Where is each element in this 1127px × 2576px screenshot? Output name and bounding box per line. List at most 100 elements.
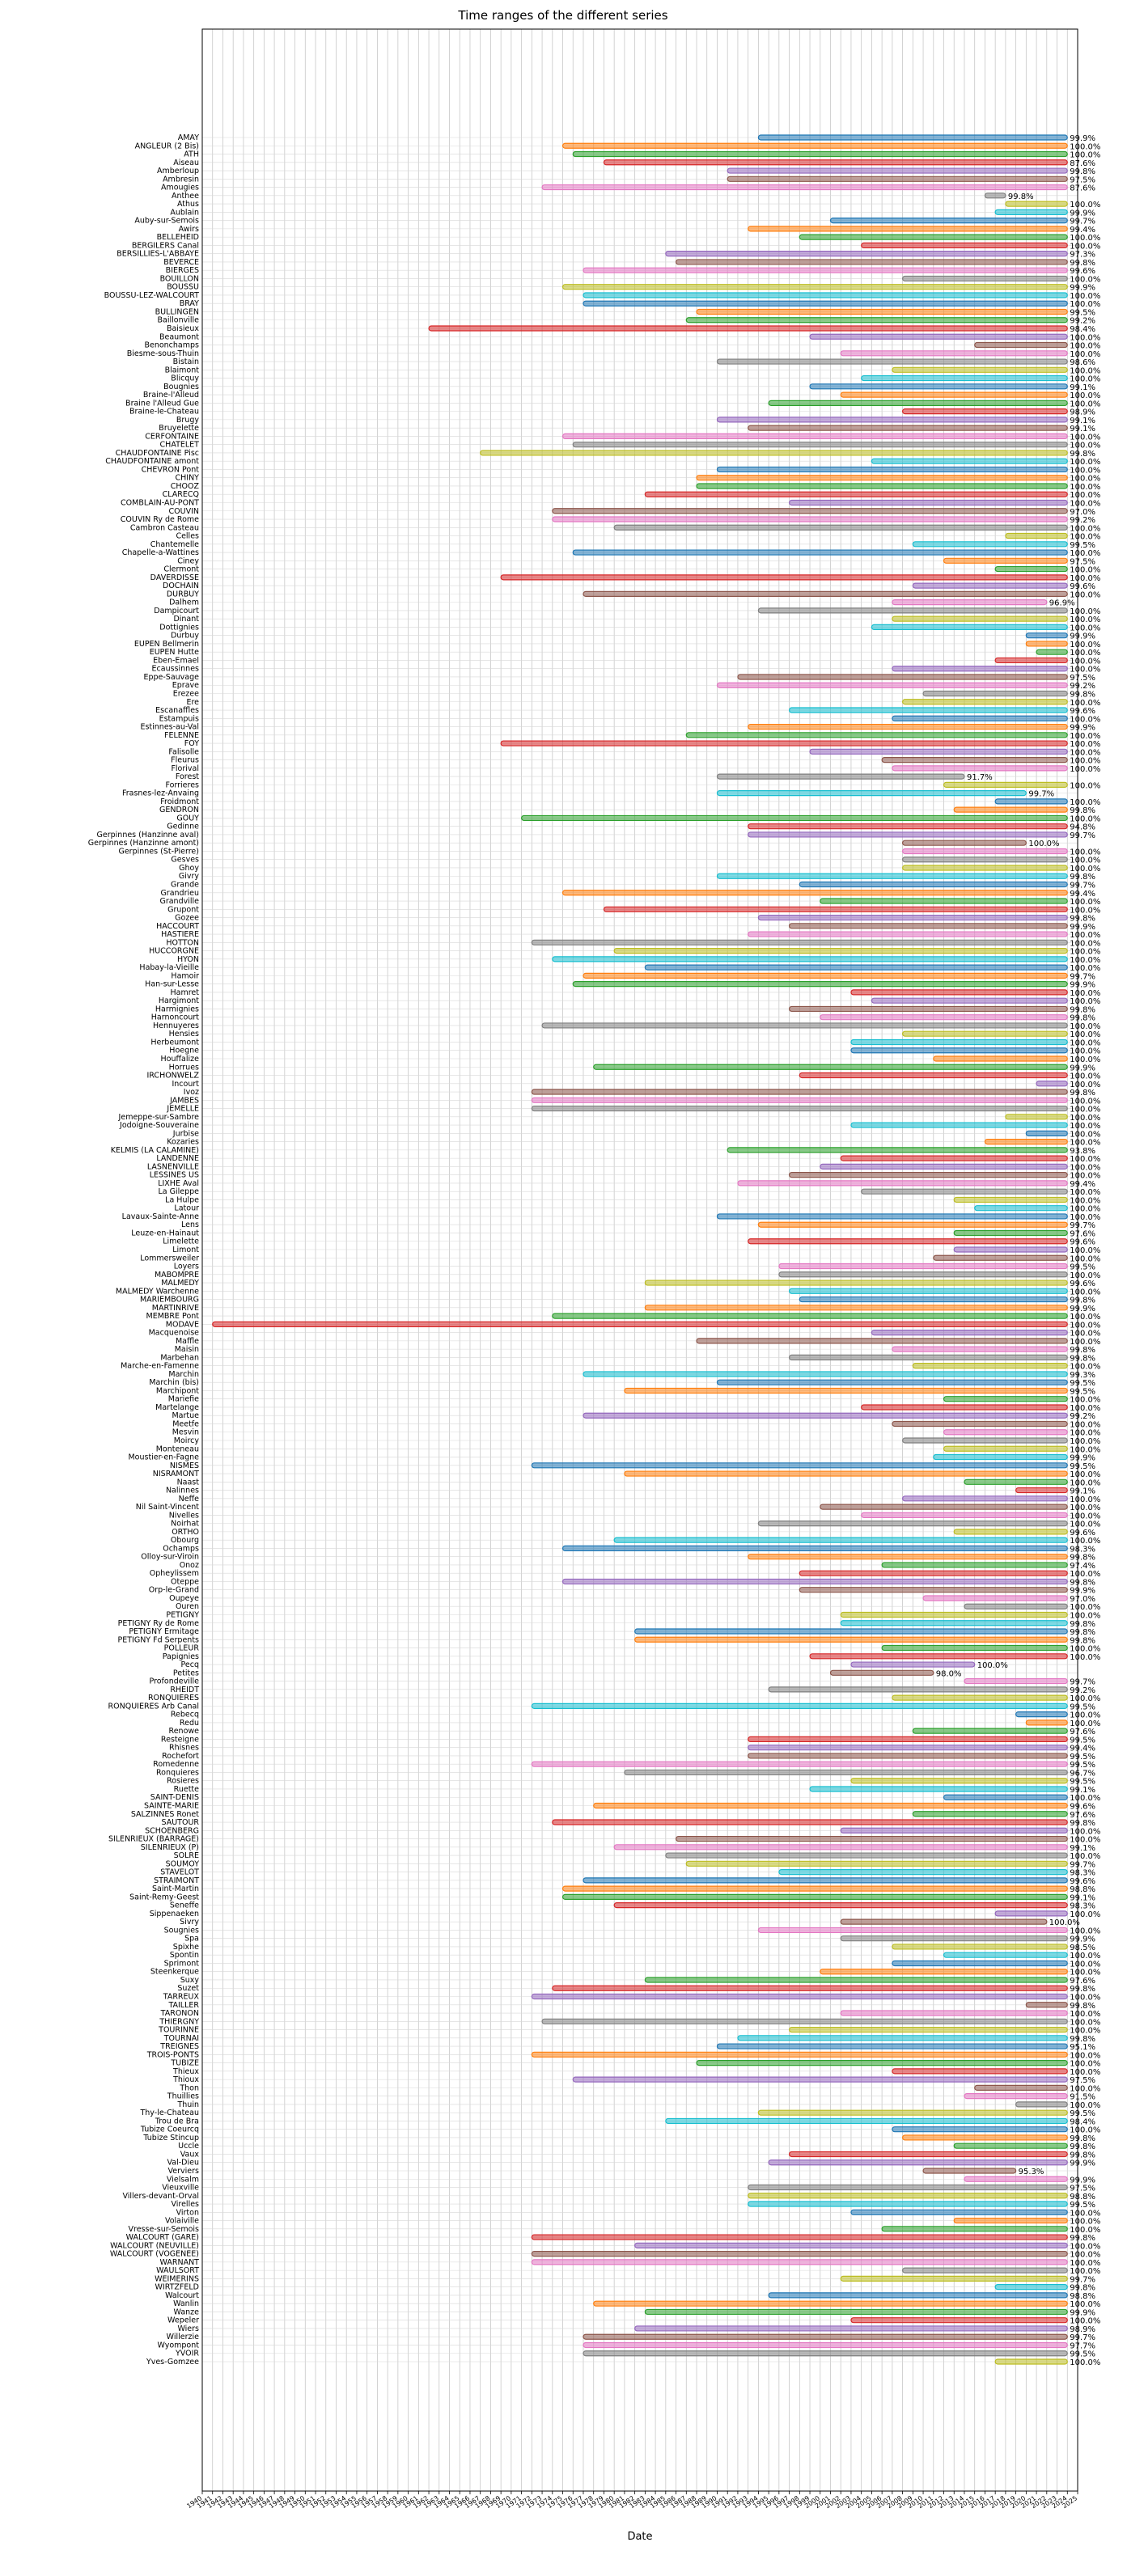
series-bar [634, 1636, 1068, 1643]
series-label: Papignies [163, 1652, 199, 1661]
series-bar [748, 1745, 1068, 1751]
series-completeness-label: 100.0% [1070, 948, 1100, 957]
series-bar [788, 1005, 1068, 1013]
series-bar [778, 1271, 1068, 1278]
series-completeness-label: 97.7% [1070, 2341, 1095, 2350]
series-completeness-label: 99.5% [1070, 1379, 1095, 1388]
series-bar [768, 1686, 1068, 1693]
series-label: TARONON [160, 2009, 199, 2018]
series-bar [881, 2226, 1068, 2232]
series-bar [212, 1321, 1068, 1327]
series-completeness-label: 98.3% [1070, 1869, 1095, 1878]
series-bar [799, 1587, 1068, 1593]
series-label: Uccle [178, 2142, 199, 2151]
series-bar [850, 1122, 1068, 1128]
series-label: Frasnes-lez-Anvaing [122, 789, 199, 798]
series-completeness-label: 97.6% [1070, 1811, 1095, 1820]
series-label: Falisolle [168, 747, 199, 756]
series-label: Spixhe [173, 1943, 199, 1952]
series-bar [953, 1196, 1068, 1203]
series-bar [984, 192, 1006, 199]
series-bar [892, 1694, 1068, 1701]
series-bar [809, 1653, 1068, 1660]
series-bar [974, 1205, 1068, 1212]
series-label: JEMELLE [166, 1105, 199, 1114]
series-completeness-label: 100.0% [1070, 1271, 1100, 1280]
x-axis-label: Date [627, 2531, 652, 2543]
series-completeness-label: 100.0% [1070, 1711, 1100, 1720]
series-completeness-label: 99.8% [1070, 450, 1095, 459]
series-completeness-label: 99.8% [1070, 167, 1095, 176]
series-completeness-label: 100.0% [1070, 234, 1100, 243]
series-label: Hamret [171, 988, 200, 997]
series-completeness-label: 100.0% [1070, 151, 1100, 160]
series-bar [727, 167, 1068, 174]
series-label: CHOOZ [171, 482, 200, 491]
series-label: SAINT-DENIS [150, 1793, 199, 1802]
series-completeness-label: 100.0% [1070, 2126, 1100, 2135]
series-completeness-label: 100.0% [1070, 1927, 1100, 1935]
series-label: Wanze [174, 2307, 200, 2316]
series-label: Latour [174, 1204, 199, 1213]
series-label: Ruette [174, 1785, 199, 1794]
series-bar [840, 1611, 1068, 1618]
series-bar [561, 1578, 1068, 1585]
series-label: Leuze-en-Hainaut [131, 1229, 199, 1237]
series-label: Wiers [177, 2324, 199, 2333]
series-bar [974, 2084, 1068, 2091]
series-bar [665, 1852, 1068, 1859]
series-completeness-label: 99.8% [1070, 259, 1095, 268]
series-label: Ochamps [163, 1544, 199, 1553]
series-label: SAUTOUR [162, 1818, 200, 1827]
series-completeness-label: 100.0% [1070, 1570, 1100, 1579]
series-label: Braine l'Alleud Gue [125, 399, 199, 408]
series-bar [748, 2184, 1068, 2191]
series-bar [850, 1038, 1068, 1046]
series-label: Thy-le-Chateau [139, 2109, 199, 2117]
series-label: Resteigne [161, 1735, 199, 1744]
series-completeness-label: 99.1% [1070, 1893, 1095, 1902]
series-completeness-label: 100.0% [1070, 2358, 1100, 2367]
series-label: WARNANT [160, 2258, 200, 2267]
series-completeness-label: 100.0% [1070, 2300, 1100, 2309]
series-bar [809, 383, 1068, 390]
series-completeness-label: 99.2% [1070, 516, 1095, 525]
series-label: Estinnes-au-Val [140, 723, 199, 732]
series-label: Hoegne [169, 1047, 199, 1055]
series-completeness-label: 100.0% [1070, 391, 1100, 400]
series-bar [531, 1089, 1068, 1095]
series-bar [644, 491, 1068, 497]
series-bar [840, 391, 1068, 398]
series-bar [912, 582, 1068, 589]
series-completeness-label: 100.0% [1070, 1022, 1100, 1031]
series-label: Grandrieu [160, 889, 199, 898]
series-bar [912, 1728, 1068, 1734]
series-label: BOUILLON [160, 274, 199, 283]
series-completeness-label: 99.5% [1070, 1703, 1095, 1711]
series-label: WALCOURT (VOGENEE) [110, 2250, 199, 2259]
series-label: WEIMERINS [155, 2274, 199, 2283]
series-completeness-label: 99.7% [1070, 2333, 1095, 2342]
series-completeness-label: 100.0% [1070, 649, 1100, 658]
series-label: Florival [171, 764, 199, 773]
series-label: Ouren [176, 1602, 199, 1611]
series-label: Monteneau [156, 1445, 199, 1453]
series-completeness-label: 100.0% [1070, 2018, 1100, 2027]
series-bar [820, 1014, 1068, 1021]
series-completeness-label: 99.5% [1070, 1263, 1095, 1272]
series-bar [850, 989, 1068, 996]
series-bar [757, 1221, 1068, 1228]
series-completeness-label: 96.7% [1070, 1769, 1095, 1778]
series-completeness-label: 100.0% [1070, 483, 1100, 492]
series-bar [531, 2259, 1068, 2265]
series-label: Val-Dieu [167, 2159, 199, 2168]
series-bar [748, 823, 1068, 830]
series-completeness-label: 99.5% [1070, 541, 1095, 550]
series-label: Pecq [181, 1660, 200, 1669]
series-bar [901, 857, 1068, 863]
series-bar [953, 1529, 1068, 1535]
pct-labels-layer: 99.9%100.0%100.0%87.6%99.8%97.5%87.6%99.… [936, 134, 1101, 2367]
series-label: Orp-le-Grand [149, 1586, 199, 1595]
series-label: Anthee [172, 192, 199, 201]
